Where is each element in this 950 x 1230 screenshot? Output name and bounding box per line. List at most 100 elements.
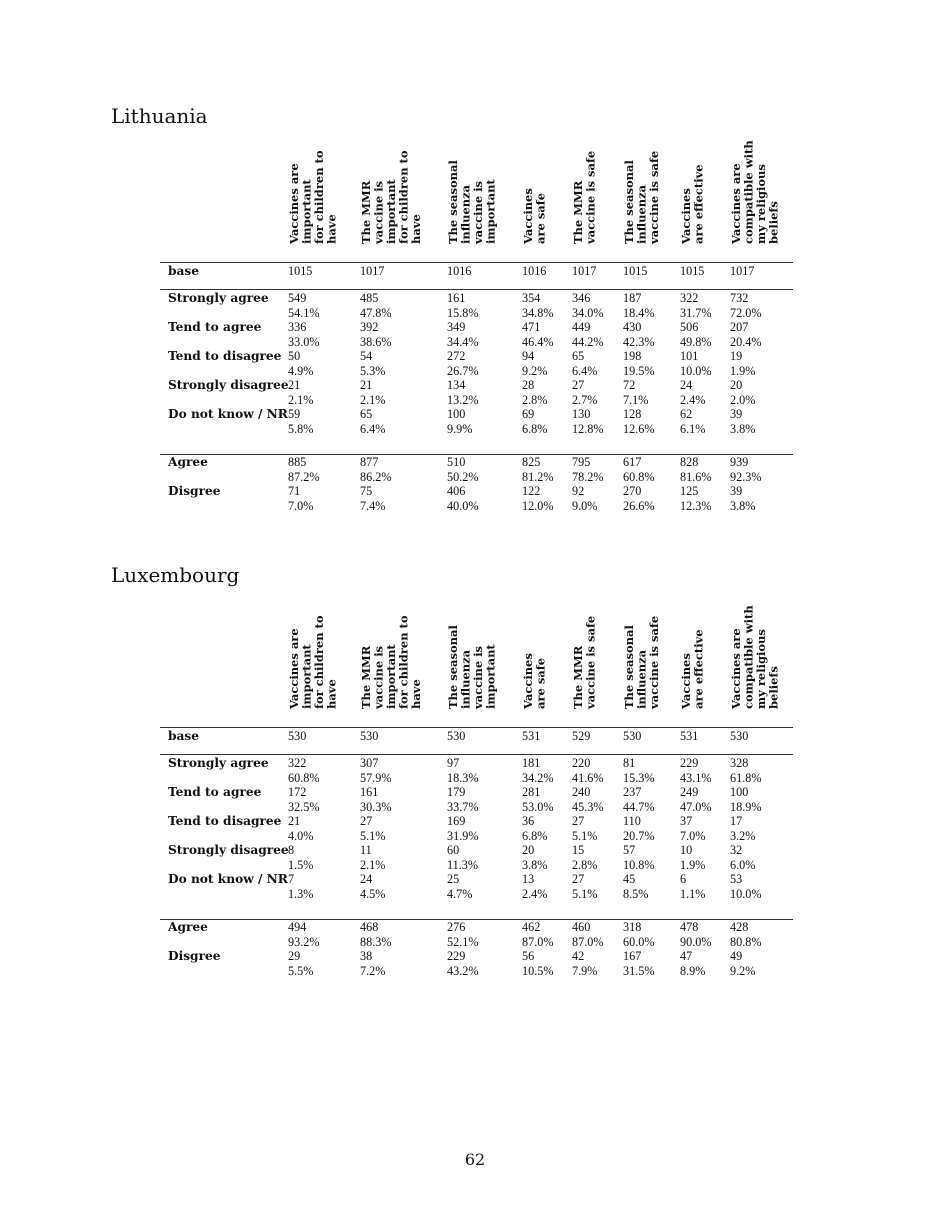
percent-cell: 81.6% bbox=[680, 469, 712, 484]
row-label: Do not know / NR bbox=[168, 407, 288, 421]
percent-cell: 13.2% bbox=[447, 392, 479, 407]
percent-cell: 7.4% bbox=[360, 498, 386, 513]
column-header-line: are safe bbox=[533, 657, 548, 709]
percent-cell: 31.5% bbox=[623, 963, 655, 978]
count-cell: 939 bbox=[730, 455, 749, 469]
divider bbox=[160, 289, 793, 290]
percent-cell: 30.3% bbox=[360, 799, 392, 814]
count-cell: 169 bbox=[447, 814, 466, 828]
survey-table: Vaccines are important for children to have… bbox=[160, 605, 793, 987]
percent-cell: 9.2% bbox=[730, 963, 756, 978]
base-cell: 530 bbox=[288, 729, 307, 743]
count-cell: 71 bbox=[288, 484, 301, 498]
count-cell: 39 bbox=[730, 407, 743, 421]
count-cell: 322 bbox=[680, 291, 699, 305]
base-cell: 530 bbox=[447, 729, 466, 743]
count-cell: 72 bbox=[623, 378, 636, 392]
count-cell: 50 bbox=[288, 349, 301, 363]
percent-cell: 10.0% bbox=[730, 886, 762, 901]
row-label: Disgree bbox=[168, 484, 221, 498]
count-cell: 506 bbox=[680, 320, 699, 334]
percent-cell: 9.2% bbox=[522, 363, 548, 378]
percent-cell: 2.7% bbox=[572, 392, 598, 407]
count-cell: 54 bbox=[360, 349, 373, 363]
column-header-line: vaccine is safe bbox=[647, 150, 661, 244]
percent-cell: 5.5% bbox=[288, 963, 314, 978]
count-cell: 471 bbox=[522, 320, 541, 334]
percent-cell: 12.6% bbox=[623, 421, 655, 436]
percent-cell: 87.0% bbox=[522, 934, 554, 949]
count-cell: 307 bbox=[360, 756, 379, 770]
column-header: Vaccines are important for children to have bbox=[287, 609, 339, 709]
percent-cell: 20.4% bbox=[730, 334, 762, 349]
percent-cell: 2.1% bbox=[360, 392, 386, 407]
count-cell: 130 bbox=[572, 407, 591, 421]
percent-cell: 5.8% bbox=[288, 421, 314, 436]
count-cell: 128 bbox=[623, 407, 642, 421]
percent-cell: 6.8% bbox=[522, 828, 548, 843]
percent-cell: 10.0% bbox=[680, 363, 712, 378]
column-header: The seasonal influenza vaccine is important bbox=[446, 144, 498, 244]
column-header-line: have bbox=[409, 214, 423, 244]
percent-cell: 44.2% bbox=[572, 334, 604, 349]
count-cell: 101 bbox=[680, 349, 699, 363]
count-cell: 7 bbox=[288, 872, 295, 886]
count-cell: 53 bbox=[730, 872, 743, 886]
count-cell: 27 bbox=[360, 814, 373, 828]
base-cell: 529 bbox=[572, 729, 591, 743]
percent-cell: 15.3% bbox=[623, 770, 655, 785]
count-cell: 38 bbox=[360, 949, 373, 963]
percent-cell: 2.1% bbox=[360, 857, 386, 872]
count-cell: 69 bbox=[522, 407, 535, 421]
count-cell: 100 bbox=[447, 407, 466, 421]
count-cell: 181 bbox=[522, 756, 541, 770]
percent-cell: 80.8% bbox=[730, 934, 762, 949]
divider bbox=[160, 454, 793, 455]
base-cell: 530 bbox=[623, 729, 642, 743]
percent-cell: 12.8% bbox=[572, 421, 604, 436]
percent-cell: 7.2% bbox=[360, 963, 386, 978]
percent-cell: 7.9% bbox=[572, 963, 598, 978]
count-cell: 430 bbox=[623, 320, 642, 334]
count-cell: 885 bbox=[288, 455, 307, 469]
base-cell: 1015 bbox=[623, 264, 648, 278]
count-cell: 494 bbox=[288, 920, 307, 934]
count-cell: 281 bbox=[522, 785, 541, 799]
count-cell: 179 bbox=[447, 785, 466, 799]
divider bbox=[160, 919, 793, 920]
divider bbox=[160, 754, 793, 755]
percent-cell: 1.9% bbox=[730, 363, 756, 378]
base-cell: 530 bbox=[730, 729, 749, 743]
count-cell: 49 bbox=[730, 949, 743, 963]
count-cell: 97 bbox=[447, 756, 460, 770]
percent-cell: 90.0% bbox=[680, 934, 712, 949]
base-cell: 1017 bbox=[730, 264, 755, 278]
percent-cell: 8.5% bbox=[623, 886, 649, 901]
count-cell: 21 bbox=[288, 814, 301, 828]
column-header: Vaccines are effective bbox=[679, 144, 706, 244]
percent-cell: 6.1% bbox=[680, 421, 706, 436]
percent-cell: 43.1% bbox=[680, 770, 712, 785]
percent-cell: 45.3% bbox=[572, 799, 604, 814]
percent-cell: 9.9% bbox=[447, 421, 473, 436]
page-number: 62 bbox=[464, 1150, 486, 1169]
count-cell: 20 bbox=[522, 843, 535, 857]
column-header-line: have bbox=[324, 679, 339, 709]
country-title: Luxembourg bbox=[111, 563, 240, 587]
count-cell: 249 bbox=[680, 785, 699, 799]
count-cell: 468 bbox=[360, 920, 379, 934]
count-cell: 428 bbox=[730, 920, 749, 934]
count-cell: 122 bbox=[522, 484, 541, 498]
base-cell: 1015 bbox=[288, 264, 313, 278]
count-cell: 346 bbox=[572, 291, 591, 305]
survey-table: Vaccines are important for children to have… bbox=[160, 140, 793, 522]
percent-cell: 18.4% bbox=[623, 305, 655, 320]
percent-cell: 46.4% bbox=[522, 334, 554, 349]
count-cell: 134 bbox=[447, 378, 466, 392]
count-cell: 27 bbox=[572, 872, 585, 886]
count-cell: 24 bbox=[360, 872, 373, 886]
percent-cell: 38.6% bbox=[360, 334, 392, 349]
column-header-line: are effective bbox=[691, 629, 706, 709]
percent-cell: 2.1% bbox=[288, 392, 314, 407]
